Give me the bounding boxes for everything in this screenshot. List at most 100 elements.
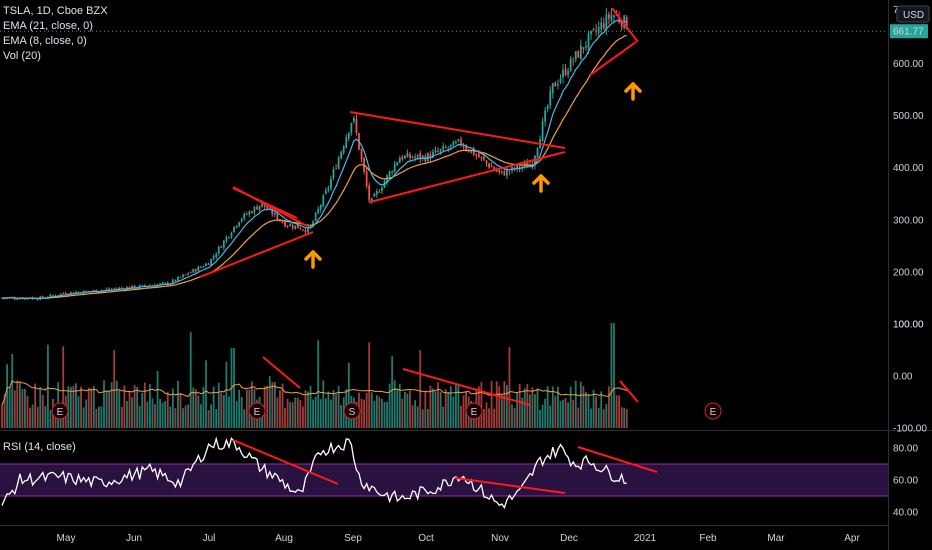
candle-body xyxy=(174,279,177,281)
time-tick-label: Mar xyxy=(767,533,785,544)
volume-bar xyxy=(567,402,569,428)
candle-body xyxy=(92,290,95,292)
volume-bar xyxy=(72,386,75,428)
volume-bar xyxy=(393,380,396,428)
volume-bar xyxy=(238,389,241,428)
volume-bar xyxy=(383,402,386,428)
price-tick-label: 600.00 xyxy=(893,59,924,70)
last-price-badge xyxy=(890,24,928,39)
candle-body xyxy=(286,225,289,227)
candle-body xyxy=(477,153,480,158)
candle-body xyxy=(488,163,490,168)
candle-body xyxy=(506,169,508,176)
volume-bar xyxy=(414,400,416,428)
time-tick-label: Jun xyxy=(126,533,142,544)
volume-bar xyxy=(559,400,562,428)
volume-bar xyxy=(429,385,432,428)
candle-body xyxy=(212,256,215,259)
candle-body xyxy=(69,291,72,294)
candle-body xyxy=(200,266,202,268)
candle-body xyxy=(432,151,434,158)
candle-body xyxy=(569,58,572,72)
volume-bar xyxy=(207,409,210,428)
marker-label: E xyxy=(471,407,478,418)
volume-bar xyxy=(378,396,381,428)
volume-bar xyxy=(432,388,434,428)
volume-bar xyxy=(455,383,457,428)
candle-body xyxy=(398,158,401,163)
volume-bar xyxy=(69,386,72,428)
trend-line xyxy=(199,231,314,278)
volume-bar xyxy=(327,391,330,428)
time-tick-label: Aug xyxy=(275,533,293,544)
volume-bar xyxy=(296,397,299,428)
candle-body xyxy=(273,212,276,215)
candle-body xyxy=(620,22,623,28)
candle-body xyxy=(475,154,478,156)
candle-body xyxy=(460,138,462,145)
candle-body xyxy=(307,227,309,233)
candle-body xyxy=(353,117,355,122)
candle-body xyxy=(600,22,603,29)
split-marker xyxy=(343,402,361,420)
earnings-marker xyxy=(248,402,266,420)
candle-body xyxy=(202,266,205,268)
volume-bar xyxy=(273,381,276,428)
volume-bar xyxy=(82,407,85,428)
trend-line xyxy=(369,151,566,203)
volume-bar xyxy=(462,395,465,428)
volume-bar xyxy=(266,385,269,428)
candle-body xyxy=(64,293,67,295)
volume-bar xyxy=(424,391,427,428)
volume-bar xyxy=(452,396,455,428)
candle-body xyxy=(228,236,230,238)
volume-bar xyxy=(299,400,302,428)
volume-bar xyxy=(347,362,350,428)
volume-bar xyxy=(396,389,399,428)
candle-body xyxy=(480,156,483,158)
candle-body xyxy=(332,169,335,179)
volume-bar xyxy=(1,404,3,428)
volume-bar xyxy=(587,393,590,428)
volume-bar xyxy=(579,381,582,428)
legend-vol: Vol (20) xyxy=(3,50,41,62)
volume-bar xyxy=(164,401,167,428)
volume-bar xyxy=(444,389,447,428)
volume-bar xyxy=(398,383,401,428)
volume-bar xyxy=(615,395,618,428)
candle-body xyxy=(215,253,218,258)
volume-bar xyxy=(179,392,182,428)
volume-bar xyxy=(610,323,613,428)
volume-bar xyxy=(131,397,133,428)
candle-body xyxy=(207,263,210,266)
volume-bar xyxy=(184,405,187,428)
volume-bar xyxy=(26,395,29,428)
trend-line xyxy=(454,477,566,494)
candle-body xyxy=(54,295,57,297)
candle-body xyxy=(222,240,225,248)
candle-body xyxy=(523,162,526,166)
candle-body xyxy=(360,149,363,160)
candle-body xyxy=(608,14,610,19)
volume-bar xyxy=(592,389,595,428)
candle-body xyxy=(564,68,567,76)
volume-bar xyxy=(500,395,503,428)
rsi-tick-label: 60.00 xyxy=(893,476,918,487)
volume-bar xyxy=(182,408,184,428)
volume-bar xyxy=(197,395,200,428)
candle-body xyxy=(205,263,207,267)
volume-bar xyxy=(335,394,337,428)
volume-bar xyxy=(381,398,383,428)
trend-line xyxy=(232,439,339,485)
candle-body xyxy=(419,153,422,160)
earnings-marker xyxy=(465,402,483,420)
candle-body xyxy=(166,282,169,285)
volume-bar xyxy=(516,392,518,428)
volume-bar xyxy=(268,376,271,428)
time-tick-label: Dec xyxy=(560,533,578,544)
volume-bar xyxy=(391,356,394,428)
candle-body xyxy=(105,289,108,291)
candle-body xyxy=(327,187,330,190)
time-tick-label: 2021 xyxy=(634,533,657,544)
